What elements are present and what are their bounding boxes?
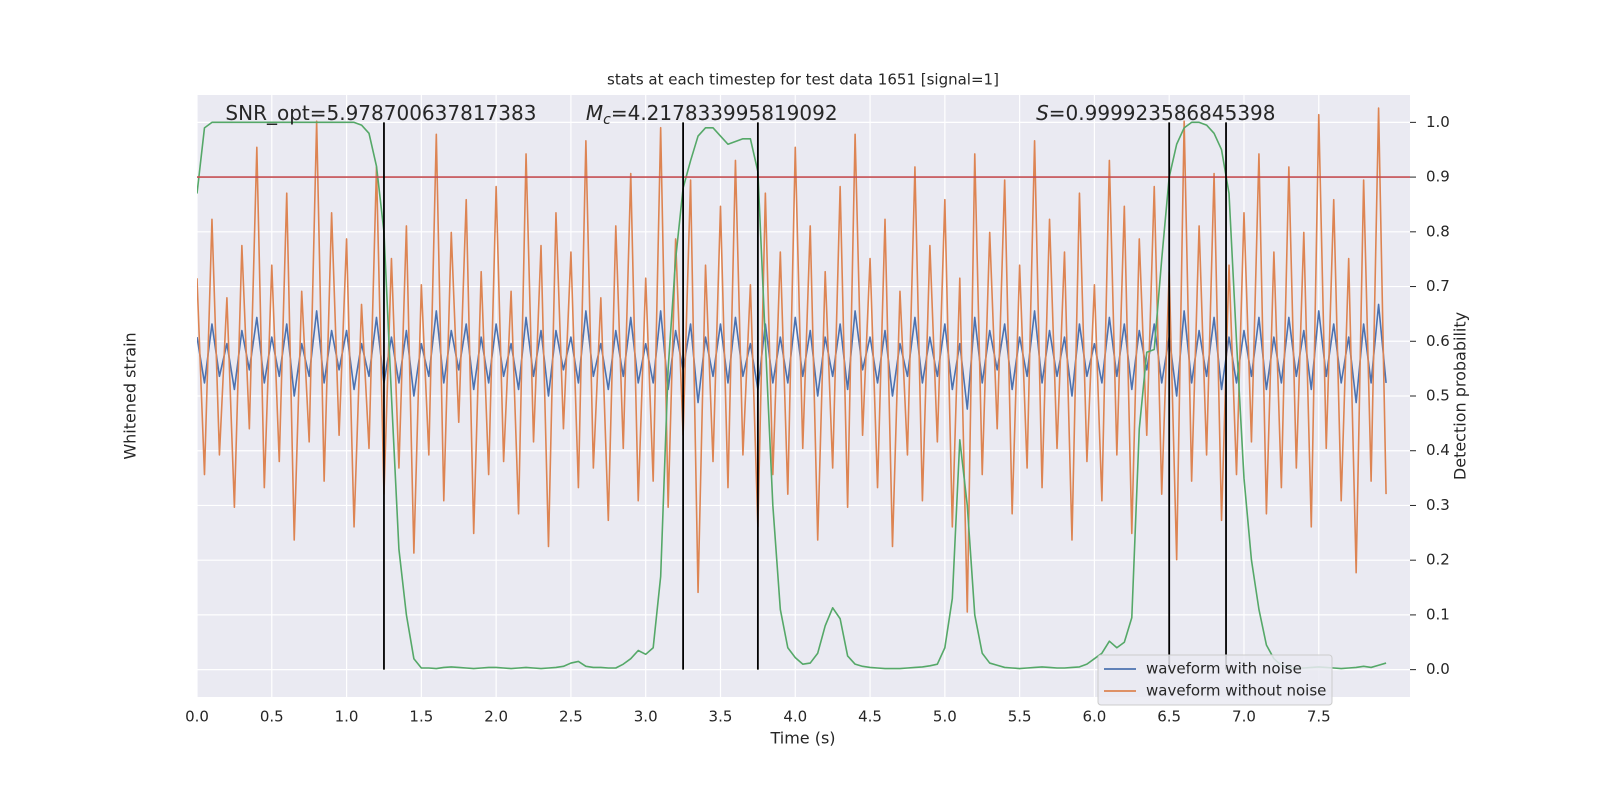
series-line bbox=[197, 121, 1387, 670]
annotation: S=0.999923586845398 bbox=[1036, 101, 1275, 125]
y2-tick-label: 1.0 bbox=[1426, 113, 1450, 131]
legend-box bbox=[1097, 654, 1333, 706]
chart-title: stats at each timestep for test data 165… bbox=[607, 71, 999, 89]
legend-label: waveform without noise bbox=[1146, 682, 1326, 700]
annotation: Mc=4.217833995819092 bbox=[586, 101, 838, 129]
annotation-part: SNR_opt=5.978700637817383 bbox=[225, 101, 536, 125]
x-tick-label: 3.5 bbox=[709, 708, 733, 726]
y2-tick-label: 0.9 bbox=[1426, 168, 1450, 186]
y2-tick-label: 0.8 bbox=[1426, 222, 1450, 240]
plot bbox=[197, 107, 1410, 670]
x-tick-label: 6.0 bbox=[1082, 708, 1106, 726]
x-tick-label: 5.5 bbox=[1008, 708, 1032, 726]
y2-tick-label: 0.7 bbox=[1426, 277, 1450, 295]
overlay: SNR_opt=5.978700637817383 Mc=4.2178339958… bbox=[225, 101, 1333, 706]
x-tick-label: 5.0 bbox=[933, 708, 957, 726]
annotation-part: c bbox=[603, 112, 611, 128]
y2-tick-label: 0.3 bbox=[1426, 496, 1450, 514]
x-tick-label: 0.5 bbox=[260, 708, 284, 726]
annotation: SNR_opt=5.978700637817383 bbox=[225, 101, 536, 125]
y2-tick-label: 0.4 bbox=[1426, 441, 1450, 459]
y-axis-label: Whitened strain bbox=[121, 332, 140, 459]
x-tick-label: 2.5 bbox=[559, 708, 583, 726]
x-tick-label: 1.5 bbox=[409, 708, 433, 726]
y2-tick-label: 0.5 bbox=[1426, 387, 1450, 405]
annotation-part: S bbox=[1036, 101, 1049, 125]
x-tick-label: 1.0 bbox=[335, 708, 359, 726]
annotation-part: =4.217833995819092 bbox=[611, 101, 838, 125]
y2-axis-label: Detection probability bbox=[1451, 312, 1470, 480]
x-axis-label: Time (s) bbox=[769, 729, 835, 748]
annotation-part: M bbox=[586, 101, 603, 125]
y2-tick-label: 0.0 bbox=[1426, 660, 1450, 678]
x-tick-label: 6.5 bbox=[1157, 708, 1181, 726]
annotation-part: =0.999923586845398 bbox=[1049, 101, 1276, 125]
x-tick-label: 4.5 bbox=[858, 708, 882, 726]
x-tick-label: 4.0 bbox=[783, 708, 807, 726]
x-tick-label: 7.0 bbox=[1232, 708, 1256, 726]
y2-tick-label: 0.1 bbox=[1426, 605, 1450, 623]
y2-tick-label: 0.2 bbox=[1426, 551, 1450, 569]
x-tick-label: 3.0 bbox=[634, 708, 658, 726]
legend-label: waveform with noise bbox=[1146, 660, 1302, 678]
x-tick-label: 2.0 bbox=[484, 708, 508, 726]
x-tick-label: 7.5 bbox=[1307, 708, 1331, 726]
series-line bbox=[197, 107, 1387, 613]
x-tick-label: 0.0 bbox=[185, 708, 209, 726]
y2-tick-label: 0.6 bbox=[1426, 332, 1450, 350]
